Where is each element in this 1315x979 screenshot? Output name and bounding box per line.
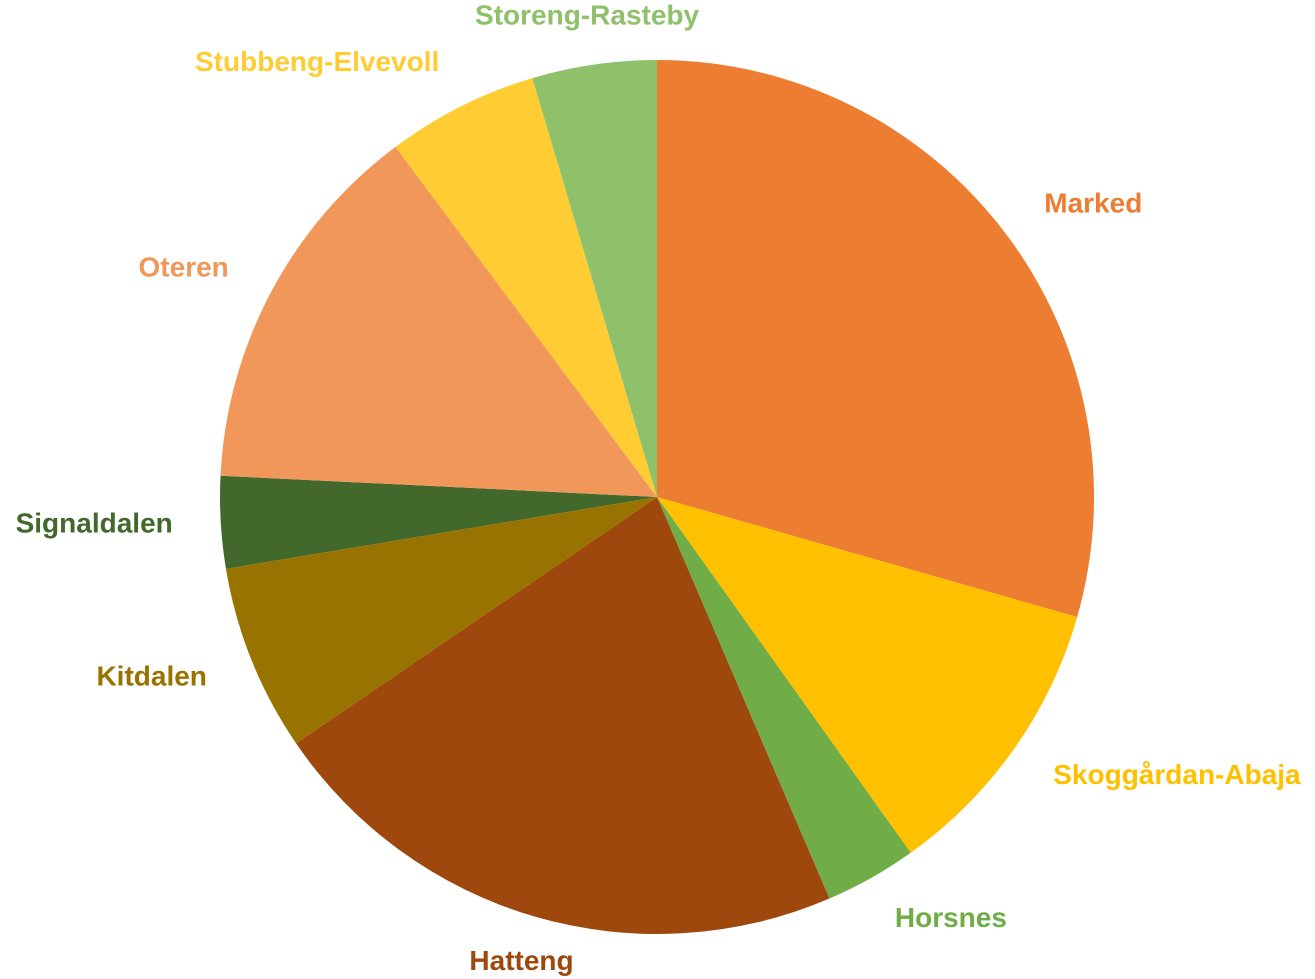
pie-slice xyxy=(532,60,657,497)
pie-slice xyxy=(225,497,657,744)
pie-slice xyxy=(657,497,1078,853)
slice-label: Storeng-Rasteby xyxy=(475,0,699,30)
slice-label: Horsnes xyxy=(895,902,1007,933)
slice-label: Stubbeng-Elvevoll xyxy=(195,46,439,77)
pie-slice xyxy=(395,78,657,497)
slice-label: Skoggårdan-Abaja xyxy=(1053,759,1301,790)
pie-slice xyxy=(657,497,911,899)
slice-label: Hatteng xyxy=(469,945,573,976)
slice-label: Marked xyxy=(1044,187,1142,218)
pie-slice xyxy=(220,146,657,497)
slice-label: Signaldalen xyxy=(16,508,173,539)
pie-slice xyxy=(220,475,657,569)
pie-slice xyxy=(657,60,1094,618)
slice-label: Oteren xyxy=(139,252,229,283)
pie-slice xyxy=(296,497,830,934)
slice-label: Kitdalen xyxy=(96,660,206,691)
